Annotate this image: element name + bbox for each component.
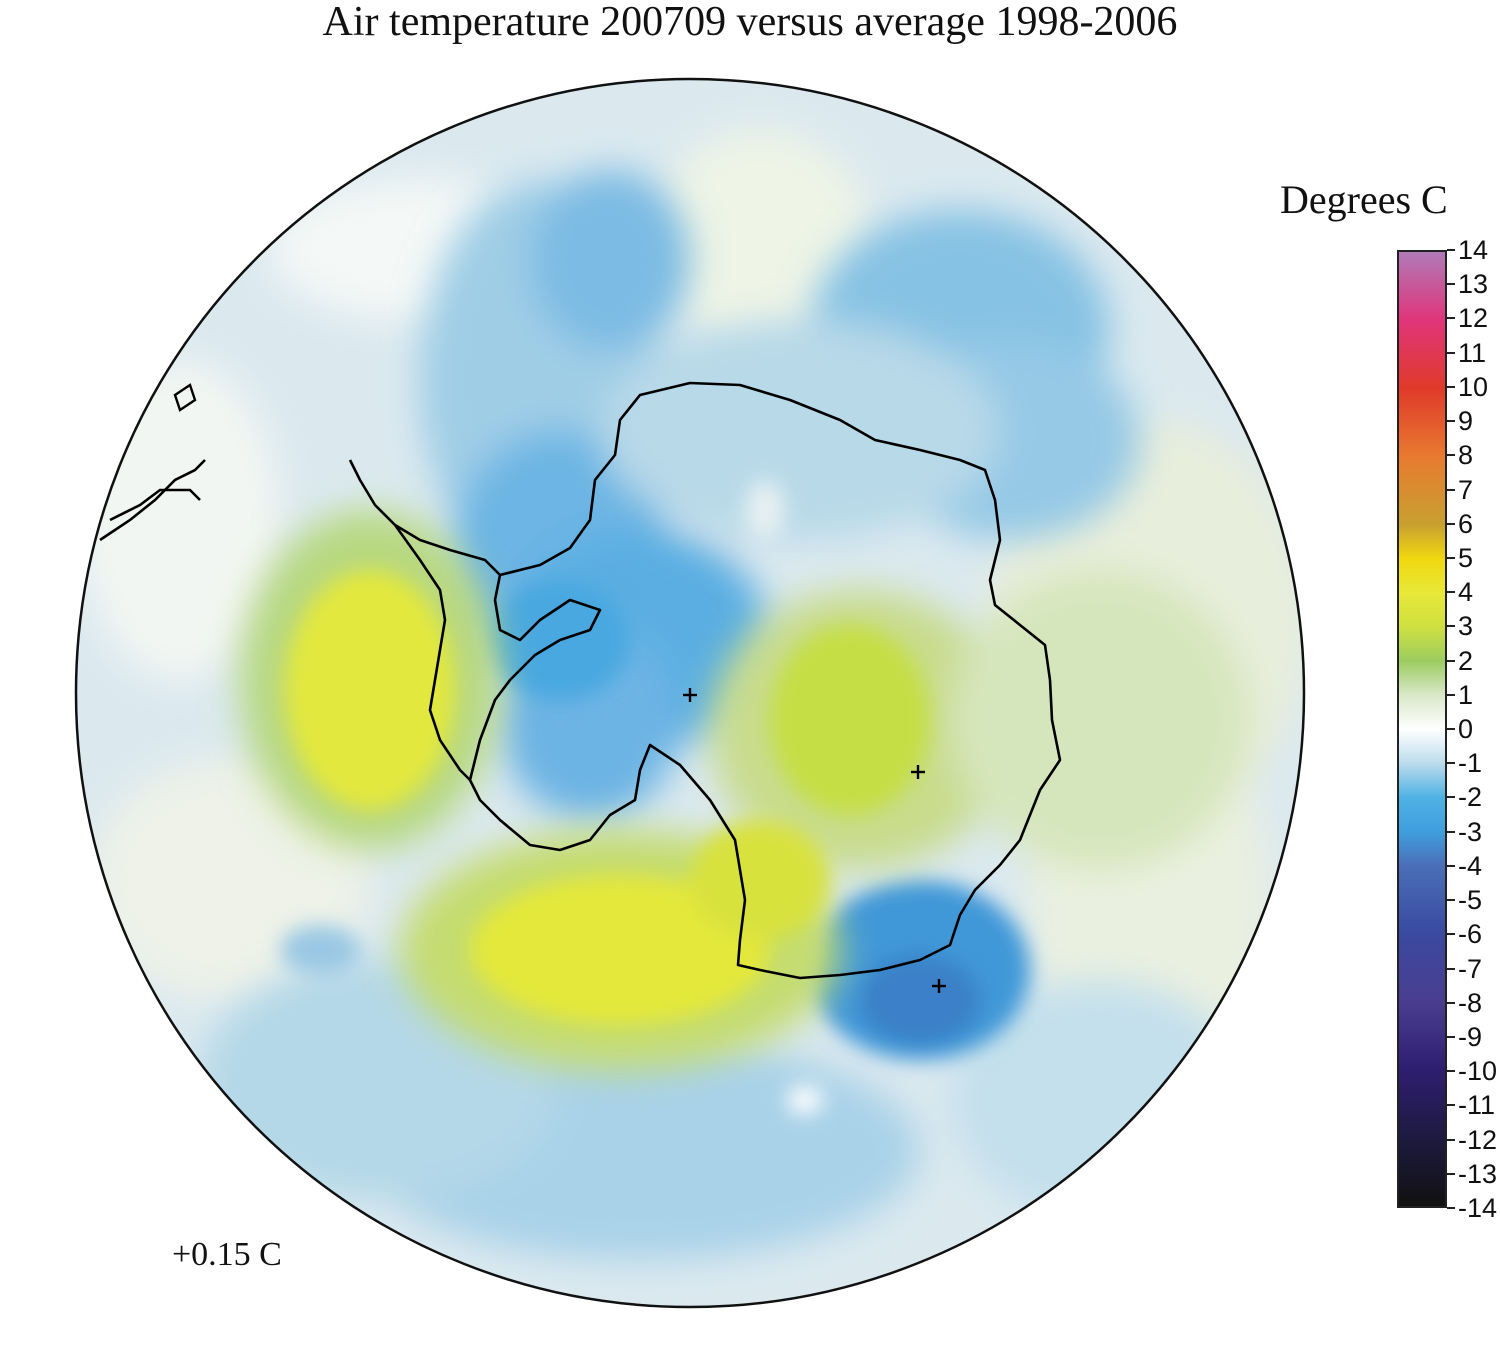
grid-marker-east [911,765,925,779]
colorbar-tick-mark [1447,762,1455,765]
colorbar-tick-label: -6 [1458,919,1483,950]
colorbar-tick-mark [1447,556,1455,559]
south-america-coastline [99,459,206,542]
antarctic-peninsula-coastline [348,459,501,781]
colorbar-tick-mark [1447,454,1455,457]
colorbar-tick-mark [1447,351,1455,354]
colorbar-tick-label: -7 [1458,953,1483,984]
colorbar-tick-label: -4 [1458,850,1483,881]
grid-markers [683,688,946,993]
colorbar-tick-mark [1447,1035,1455,1038]
colorbar-tick-mark [1447,488,1455,491]
colorbar-tick-mark [1447,933,1455,936]
colorbar-tick-mark [1447,1001,1455,1004]
colorbar-tick-label: 3 [1458,611,1474,642]
colorbar-tick-mark [1447,283,1455,286]
colorbar-tick-label: 5 [1458,542,1474,573]
colorbar-tick-label: -1 [1458,748,1483,779]
colorbar-tick-mark [1447,522,1455,525]
colorbar-tick-label: -14 [1458,1193,1498,1223]
colorbar-tick-label: 1 [1458,679,1474,710]
colorbar-tick-mark [1447,591,1455,594]
colorbar-tick-label: -11 [1458,1090,1496,1121]
global-anomaly-label: +0.15 C [172,1236,282,1273]
colorbar-tick-label: 6 [1458,508,1474,539]
colorbar-tick-mark [1447,830,1455,833]
colorbar-tick-mark [1447,420,1455,423]
colorbar-tick-mark [1447,1070,1455,1073]
colorbar-tick-mark [1447,1138,1455,1141]
colorbar-tick-label: 7 [1458,474,1474,505]
colorbar-tick-mark [1447,1104,1455,1107]
cool-anomaly-zones [200,170,1250,1260]
map-title: Air temperature 200709 versus average 19… [322,0,1178,45]
colorbar-tick-label: -12 [1458,1124,1498,1155]
colorbar-tick-mark [1447,625,1455,628]
colorbar-tick-label: 4 [1458,577,1474,608]
colorbar-tick-label: 14 [1458,235,1489,265]
colorbar-tick-label: -2 [1458,782,1483,813]
legend-title: Degrees C [1280,177,1448,222]
colorbar-tick-label: -10 [1458,1056,1498,1087]
colorbar-tick-mark [1447,1207,1455,1209]
colorbar-tick-label: -8 [1458,987,1483,1018]
detail-patches [280,480,823,1114]
colorbar-tick-label: 13 [1458,269,1489,300]
grid-marker-southeast [932,979,946,993]
colorbar-tick-label: 10 [1458,371,1489,402]
colorbar-tick-mark [1447,385,1455,388]
colorbar-tick-label: 8 [1458,440,1474,471]
colorbar-tick-mark [1447,864,1455,867]
colorbar-tick-label: 11 [1458,337,1487,368]
antarctica-coastline [468,381,1062,980]
colorbar-tick-label: 0 [1458,714,1474,744]
colorbar [1397,250,1447,1208]
colorbar-tick-label: -5 [1458,885,1483,916]
colorbar-tick-label: -3 [1458,816,1483,847]
colorbar-tick-mark [1447,693,1455,696]
strong-warm-zones [285,570,930,1025]
falkland-islands [173,383,197,412]
colorbar-tick-label: 12 [1458,303,1489,334]
colorbar-tick-label: 9 [1458,406,1474,437]
colorbar-tick-mark [1447,659,1455,662]
colorbar-tick-label: 2 [1458,645,1474,676]
colorbar-tick-mark [1447,899,1455,902]
map-boundary [74,77,1306,1309]
colorbar-tick-label: -9 [1458,1021,1483,1052]
colorbar-tick-mark [1447,249,1455,251]
pole-marker [683,688,697,702]
colorbar-tick-mark [1447,728,1455,730]
colorbar-tick-mark [1447,967,1455,970]
colorbar-tick-mark [1447,1172,1455,1175]
colorbar-tick-label: -13 [1458,1158,1498,1189]
colorbar-tick-mark [1447,317,1455,320]
colorbar-tick-mark [1447,796,1455,799]
